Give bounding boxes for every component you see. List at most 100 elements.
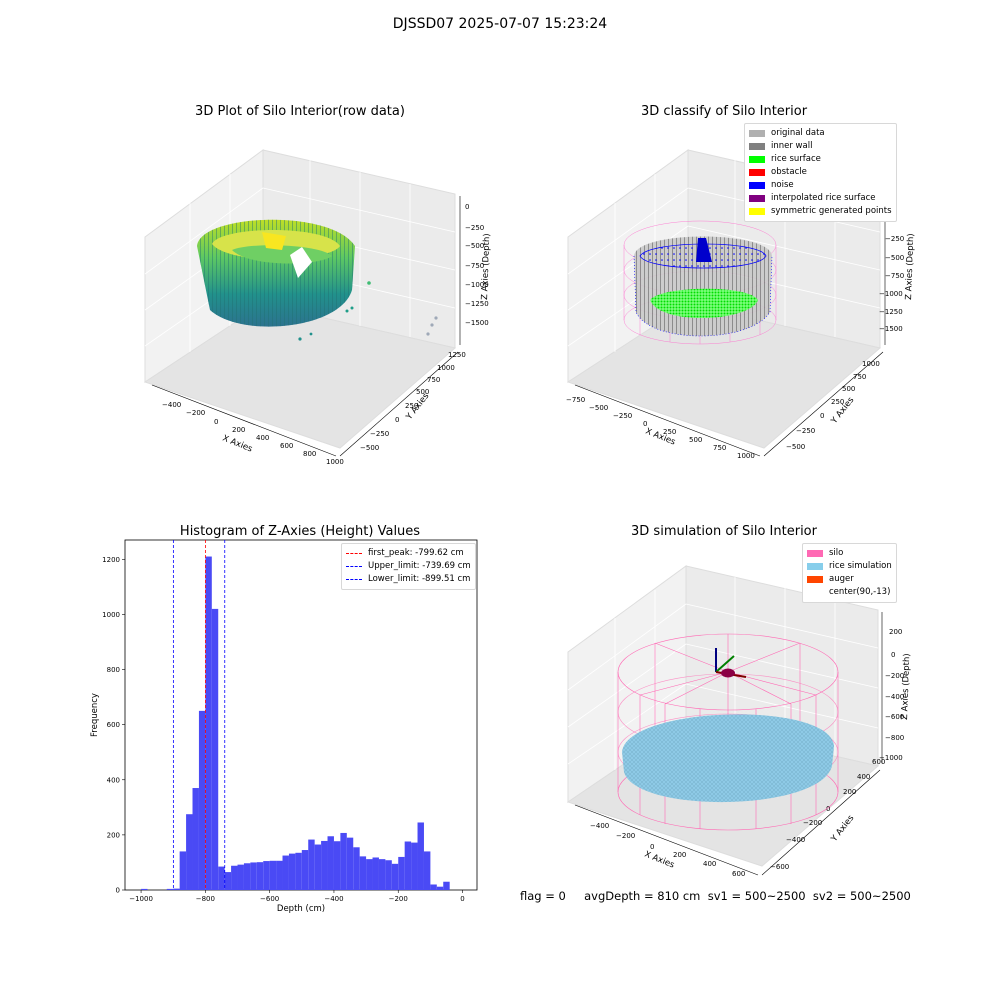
legend-label: noise	[771, 180, 794, 190]
histogram-bar	[340, 832, 347, 890]
histogram-bar	[179, 851, 187, 890]
histogram-x-ticks: −1000 −800 −600 −400 −200 0	[129, 890, 465, 903]
legend-label: auger	[829, 574, 854, 584]
panel1-ztick-5: −1250	[465, 300, 489, 308]
legend-swatch	[807, 550, 823, 557]
histogram-bar	[301, 850, 309, 890]
histogram-bar	[417, 822, 424, 890]
histogram-xtick-label: −800	[196, 895, 215, 903]
histogram-bar	[237, 864, 244, 890]
panel2-ytick-5: 750	[853, 373, 866, 381]
panel2-ticks: −750 −500 −250 0 250 500 750 1000 −500 −…	[566, 216, 904, 460]
panel4-ztick-5: −800	[885, 734, 904, 742]
panel2-xtick-4: 250	[663, 428, 676, 436]
legend-swatch	[749, 169, 765, 176]
panel1-ztick-3: −750	[465, 262, 484, 270]
panel4-xtick-2: 0	[650, 843, 654, 851]
legend-item: silo	[807, 547, 892, 560]
histogram-bar	[430, 884, 437, 890]
panel2-ztick-6: −1500	[879, 325, 903, 333]
panel2-ytick-6: 1000	[862, 360, 880, 368]
panel3-axes	[124, 539, 478, 891]
legend-swatch	[749, 195, 765, 202]
legend-item: obstacle	[749, 166, 892, 179]
panel1-outlier-point	[309, 332, 313, 336]
panel1-outlier-point	[430, 323, 434, 327]
panel4-ztick-3: −400	[885, 693, 904, 701]
legend-line	[346, 579, 362, 580]
histogram-xtick-label: −400	[324, 895, 343, 903]
panel4-ztick-4: −600	[885, 713, 904, 721]
histogram-bar	[224, 872, 232, 890]
histogram-legend: first_peak: -799.62 cm Upper_limit: -739…	[341, 543, 476, 590]
panel1-ztick-6: −1500	[465, 319, 489, 327]
legend-label: Upper_limit: -739.69 cm	[368, 561, 471, 571]
legend-label: rice surface	[771, 154, 821, 164]
legend-item: noise	[749, 179, 892, 192]
legend-swatch	[749, 208, 765, 215]
histogram-bar	[276, 860, 283, 890]
panel1-xtick-0: −400	[162, 401, 181, 409]
histogram-bar	[231, 865, 238, 890]
panel1-outlier-point	[367, 281, 371, 285]
legend-label: inner wall	[771, 141, 813, 151]
panel4-ztick-1: 0	[891, 651, 895, 659]
panel1-xtick-4: 400	[256, 434, 269, 442]
histogram-bar	[391, 863, 399, 890]
panel1-xtick-1: −200	[186, 409, 205, 417]
panel2-xtick-3: 0	[643, 420, 647, 428]
legend-label: center(90,-13)	[829, 587, 891, 597]
histogram-bar	[198, 710, 206, 890]
panel2-ytick-2: 0	[820, 412, 824, 420]
histogram-reference-lines	[172, 540, 226, 890]
panel2-classified-cloud	[623, 220, 777, 345]
histogram-xtick-label: 0	[460, 895, 464, 903]
histogram-bar	[308, 839, 315, 890]
legend-swatch	[807, 563, 823, 570]
panel2-ytick-0: −500	[786, 443, 805, 451]
panel2-title: 3D classify of Silo Interior	[640, 104, 808, 119]
histogram-bar	[423, 851, 431, 890]
panel2-xtick-0: −750	[566, 396, 585, 404]
histogram-ytick-label: 800	[107, 666, 120, 674]
histogram-bar	[378, 859, 386, 890]
panel1-xlabel: X Axies	[221, 434, 254, 455]
legend-item: symmetric generated points	[749, 205, 892, 218]
panel1-ytick-7: 1250	[448, 351, 466, 359]
panel4-ticks: −400 −200 0 200 400 600 −600 −400 −200 0…	[590, 628, 904, 878]
legend-item: inner wall	[749, 140, 892, 153]
panel4-ylabel: Y Axies	[829, 813, 857, 845]
histogram-bar	[263, 861, 270, 890]
legend-swatch	[749, 182, 765, 189]
legend-swatch	[749, 130, 765, 137]
histogram-bar	[250, 862, 257, 890]
panel2-legend: original data inner wall rice surface ob…	[744, 123, 897, 222]
histogram-ytick-label: 600	[107, 721, 120, 729]
panel1-outlier-point	[434, 316, 438, 320]
panel4-zlabel: Z Axies (Depth)	[900, 653, 912, 720]
histogram-bar	[436, 886, 444, 890]
legend-item: Lower_limit: -899.51 cm	[346, 573, 471, 586]
histogram-bar	[398, 856, 405, 890]
panel1-xtick-2: 0	[214, 418, 218, 426]
legend-label: first_peak: -799.62 cm	[368, 548, 464, 558]
panel1-silo-cloud	[197, 219, 438, 341]
panel2-floor-pane	[566, 303, 882, 449]
legend-line	[346, 566, 362, 567]
histogram-bar	[211, 608, 219, 890]
panel4-ytick-0: −600	[770, 863, 789, 871]
panel4-xlabel: X Axies	[643, 850, 676, 871]
histogram-ylabel: Frequency	[90, 693, 100, 737]
panel2-xtick-1: −500	[589, 404, 608, 412]
panel4-rice-surface	[622, 714, 834, 803]
panel4-xtick-3: 200	[673, 851, 686, 859]
panel1-outlier-point	[298, 337, 302, 341]
panel3-title: Histogram of Z-Axies (Height) Values	[179, 524, 421, 539]
panel2-xtick-6: 750	[713, 444, 726, 452]
legend-item: Upper_limit: -739.69 cm	[346, 560, 471, 573]
legend-item: rice surface	[749, 153, 892, 166]
status-footer: flag = 0 avgDepth = 810 cm sv1 = 500~250…	[520, 889, 911, 903]
panel1-ytick-0: −500	[360, 444, 379, 452]
panel1-ytick-2: 0	[395, 416, 399, 424]
histogram-bar	[359, 856, 367, 890]
